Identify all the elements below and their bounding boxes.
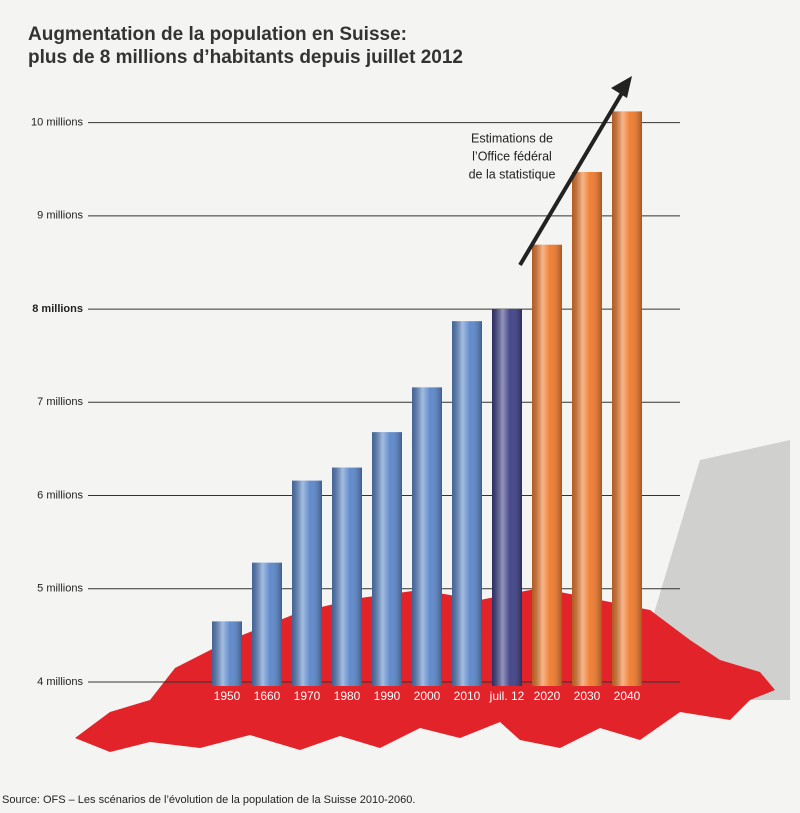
bar-shine [612, 111, 642, 687]
y-tick-label: 10 millions [31, 117, 83, 129]
annotation: l’Office fédéral [472, 149, 552, 163]
x-tick-label: 2030 [574, 689, 601, 703]
bar-shine [452, 321, 482, 686]
y-tick-label: 8 millions [32, 303, 83, 315]
y-tick-label: 7 millions [37, 396, 83, 408]
source: Source: OFS – Les scénarios de l’évoluti… [2, 794, 415, 806]
chart-title: Augmentation de la population en Suisse: [28, 24, 407, 45]
bar-shine [532, 244, 562, 686]
x-tick-label: 1950 [214, 689, 241, 703]
trend-arrow [518, 86, 627, 267]
x-tick-label: juil. 12 [489, 689, 525, 703]
x-tick-label: 1660 [254, 689, 281, 703]
x-tick-label: 1970 [294, 689, 321, 703]
x-tick-label: 2010 [454, 689, 481, 703]
bar-shine [572, 172, 602, 687]
y-tick-label: 5 millions [37, 583, 83, 595]
x-tick-label: 2020 [534, 689, 561, 703]
x-tick-label: 1990 [374, 689, 401, 703]
plot: 4 millions 5 millions 6 millions 7 millions… [31, 111, 680, 703]
arrow-head [611, 76, 632, 98]
bar-shine [492, 309, 522, 686]
x-tick-label: 2040 [614, 689, 641, 703]
chart-title: plus de 8 millions d’habitants depuis ju… [28, 47, 463, 68]
bar-shine [212, 621, 242, 686]
y-tick-label: 6 millions [37, 489, 83, 501]
bar-shine [252, 562, 282, 686]
bar-shine [292, 480, 322, 686]
annotation: Estimations de [471, 131, 553, 145]
bar-shine [412, 387, 442, 686]
x-tick-label: 2000 [414, 689, 441, 703]
bar-shine [372, 432, 402, 686]
bar-shine [332, 467, 362, 686]
y-tick-label: 9 millions [37, 210, 83, 222]
annotation: de la statistique [469, 167, 556, 181]
x-tick-label: 1980 [334, 689, 361, 703]
y-tick-label: 4 millions [37, 676, 83, 688]
